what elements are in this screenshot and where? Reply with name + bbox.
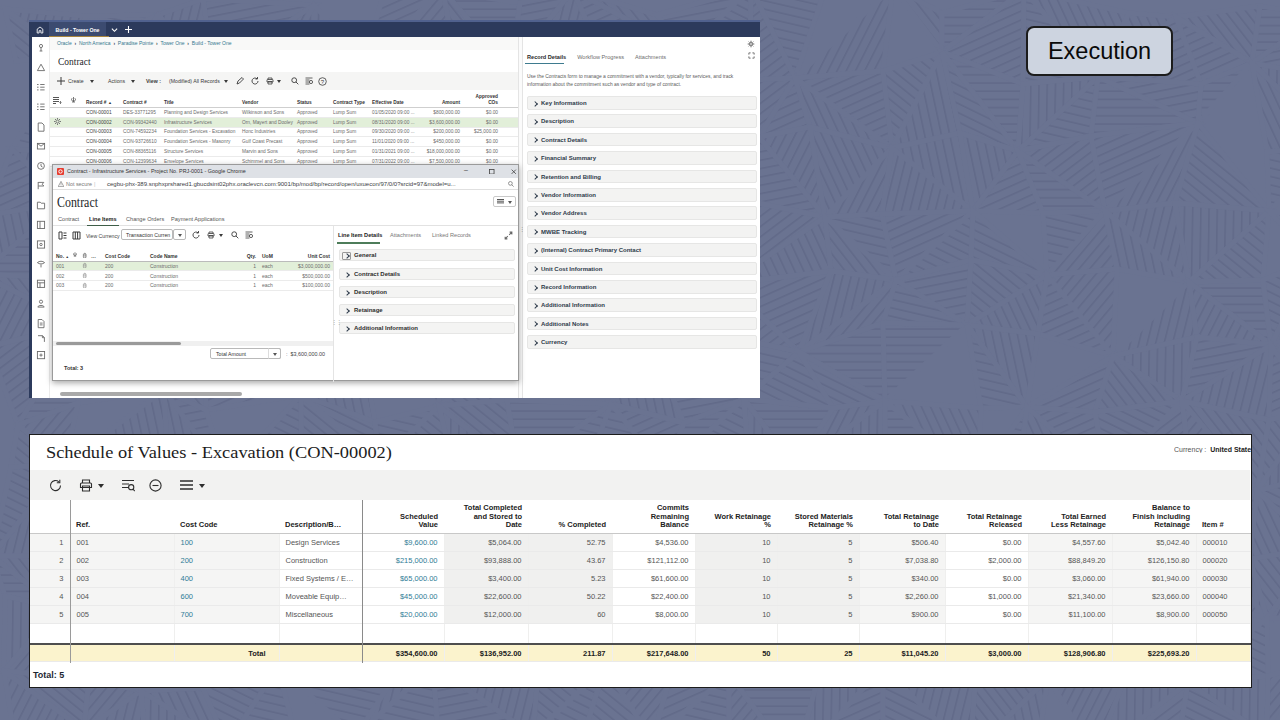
svg-text:?: ?: [321, 78, 325, 84]
